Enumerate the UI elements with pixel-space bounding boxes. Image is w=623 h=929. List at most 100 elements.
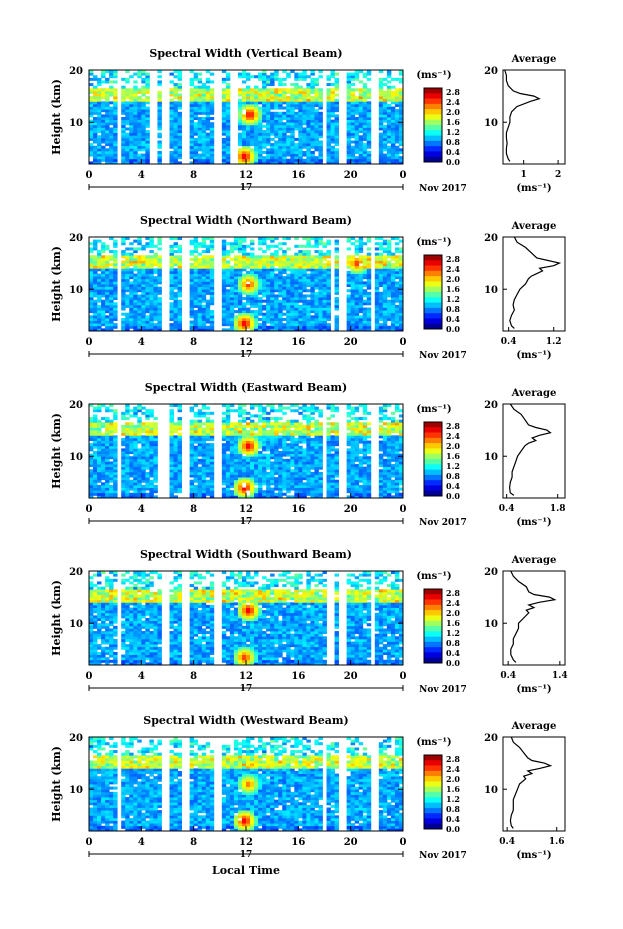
heatmap-cell	[298, 304, 303, 308]
heatmap-cell	[101, 299, 106, 303]
heatmap-cell	[125, 427, 130, 431]
heatmap-cell	[390, 294, 396, 298]
heatmap-cell	[145, 474, 150, 478]
heatmap-cell	[258, 312, 263, 316]
heatmap-cell	[254, 90, 259, 94]
heatmap-cell	[366, 281, 372, 285]
heatmap-cell	[89, 291, 94, 295]
heatmap-cell	[113, 310, 118, 314]
heatmap-cell	[274, 143, 279, 147]
heatmap-cell	[157, 260, 162, 264]
heatmap-cell	[197, 474, 203, 478]
heatmap-cell	[113, 75, 118, 79]
heatmap-cell	[141, 85, 146, 89]
panel-2: Spectral Width (Northward Beam)1020Heigh…	[50, 214, 566, 361]
heatmap-cell	[346, 93, 352, 97]
heatmap-cell	[314, 255, 319, 259]
heatmap-cell	[294, 127, 299, 131]
heatmap-cell	[366, 255, 372, 259]
heatmap-cell	[201, 284, 207, 288]
heatmap-cell	[306, 83, 311, 87]
heatmap-cell	[258, 148, 263, 152]
heatmap-cell	[141, 471, 146, 475]
heatmap-cell	[358, 278, 364, 282]
heatmap-cell	[201, 430, 207, 434]
heatmap-cell	[310, 83, 315, 87]
heatmap-cell	[109, 315, 114, 319]
heatmap-cell	[109, 328, 114, 332]
colorbar-swatch	[424, 292, 442, 298]
heatmap-cell	[358, 103, 364, 107]
heatmap-cell	[258, 255, 263, 259]
heatmap-cell	[258, 247, 263, 251]
heatmap-cell	[233, 237, 239, 241]
heatmap-cell	[225, 260, 231, 264]
heatmap-cell	[193, 137, 199, 141]
heatmap-cell	[93, 312, 98, 316]
heatmap-cell	[250, 150, 255, 154]
heatmap-cell	[173, 122, 178, 126]
heatmap-cell	[310, 310, 315, 314]
heatmap-cell	[197, 156, 203, 160]
heatmap-cell	[109, 419, 114, 423]
colorbar-tick-label: 0.4	[446, 147, 460, 157]
heatmap-cell	[169, 469, 174, 473]
heatmap-cell	[141, 130, 146, 134]
heatmap-cell	[241, 135, 247, 139]
heatmap-cell	[233, 263, 239, 267]
heatmap-cell	[145, 273, 150, 277]
heatmap-cell	[121, 101, 126, 105]
heatmap-cell	[350, 237, 356, 241]
heatmap-cell	[173, 281, 178, 285]
heatmap-cell	[225, 263, 231, 267]
heatmap-cell	[354, 140, 360, 144]
heatmap-cell	[97, 255, 102, 259]
heatmap-cell	[173, 255, 178, 259]
heatmap-cell	[310, 109, 315, 113]
heatmap-cell	[93, 239, 98, 243]
heatmap-cell	[201, 474, 207, 478]
heatmap-cell	[169, 119, 174, 123]
colorbar-frame	[423, 254, 443, 330]
heatmap-cell	[241, 127, 247, 131]
heatmap-cell	[294, 96, 299, 100]
heatmap-cell	[101, 135, 106, 139]
heatmap-cell	[390, 328, 396, 332]
heatmap-cell	[266, 161, 271, 165]
heatmap-cell	[350, 260, 356, 264]
heatmap-cell	[390, 109, 396, 113]
heatmap-cell	[302, 109, 307, 113]
heatmap-cell	[334, 299, 339, 303]
heatmap-cell	[378, 80, 384, 84]
heatmap-cell	[113, 130, 118, 134]
heatmap-cell	[125, 404, 130, 408]
heatmap-cell	[89, 106, 94, 110]
heatmap-cell	[141, 453, 146, 457]
heatmap-cell	[386, 328, 392, 332]
heatmap-cell	[189, 461, 195, 465]
heatmap-cell	[390, 312, 396, 316]
heatmap-cell	[294, 320, 299, 324]
heatmap-cell	[133, 317, 138, 321]
heatmap-cell	[286, 122, 291, 126]
heatmap-cell	[137, 132, 142, 136]
heatmap-cell	[314, 145, 319, 149]
heatmap-cell	[169, 80, 174, 84]
heatmap-cell	[201, 411, 207, 415]
heatmap-cell	[246, 317, 251, 321]
heatmap-cell	[229, 495, 235, 499]
heatmap-cell	[197, 257, 203, 261]
heatmap-cell	[290, 302, 295, 306]
heatmap-cell	[390, 263, 396, 267]
heatmap-cell	[105, 291, 110, 295]
heatmap-cell	[294, 294, 299, 298]
heatmap-cell	[262, 320, 267, 324]
heatmap-cell	[133, 453, 138, 457]
heatmap-cell	[141, 297, 146, 301]
heatmap-cell	[366, 247, 372, 251]
heatmap-cell	[246, 325, 251, 329]
heatmap-cell	[282, 260, 287, 264]
heatmap-cell	[386, 72, 392, 76]
heatmap-cell	[330, 153, 335, 157]
heatmap-cell	[390, 137, 396, 141]
